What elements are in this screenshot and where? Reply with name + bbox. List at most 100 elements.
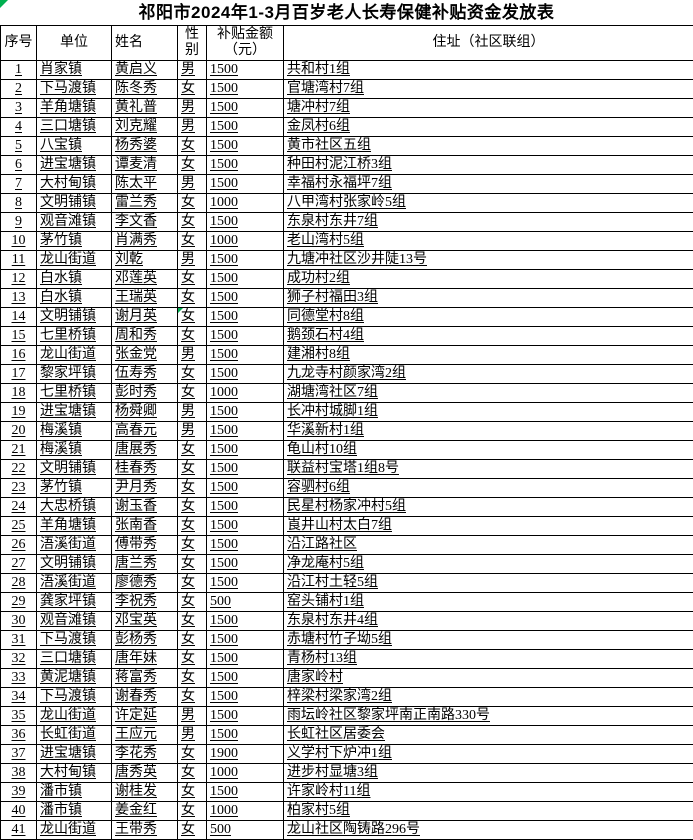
unit-cell[interactable]: 龙山街道 bbox=[37, 346, 112, 365]
name-cell[interactable]: 傅带秀 bbox=[112, 536, 178, 555]
amount-cell[interactable]: 1500 bbox=[207, 707, 284, 726]
index-cell[interactable]: 6 bbox=[1, 156, 37, 175]
unit-cell[interactable]: 进宝塘镇 bbox=[37, 156, 112, 175]
gender-cell[interactable]: 男 bbox=[178, 707, 207, 726]
gender-cell[interactable]: 女 bbox=[178, 213, 207, 232]
address-cell[interactable]: 建湘村8组 bbox=[284, 346, 693, 365]
unit-cell[interactable]: 文明铺镇 bbox=[37, 194, 112, 213]
unit-cell[interactable]: 文明铺镇 bbox=[37, 460, 112, 479]
unit-cell[interactable]: 浯溪街道 bbox=[37, 536, 112, 555]
amount-cell[interactable]: 1500 bbox=[207, 365, 284, 384]
gender-cell[interactable]: 女 bbox=[178, 783, 207, 802]
address-cell[interactable]: 龙山社区陶铸路296号 bbox=[284, 821, 693, 840]
index-cell[interactable]: 30 bbox=[1, 612, 37, 631]
amount-cell[interactable]: 1500 bbox=[207, 574, 284, 593]
amount-cell[interactable]: 1000 bbox=[207, 232, 284, 251]
name-cell[interactable]: 谢桂发 bbox=[112, 783, 178, 802]
name-cell[interactable]: 雷兰秀 bbox=[112, 194, 178, 213]
name-cell[interactable]: 尹月秀 bbox=[112, 479, 178, 498]
address-cell[interactable]: 共和村1组 bbox=[284, 61, 693, 80]
gender-cell[interactable]: 女 bbox=[178, 574, 207, 593]
address-cell[interactable]: 东泉村东井7组 bbox=[284, 213, 693, 232]
index-cell[interactable]: 18 bbox=[1, 384, 37, 403]
header-name[interactable]: 姓名 bbox=[112, 26, 178, 61]
index-cell[interactable]: 34 bbox=[1, 688, 37, 707]
header-gender[interactable]: 性别 bbox=[178, 26, 207, 61]
gender-cell[interactable]: 女 bbox=[178, 365, 207, 384]
gender-cell[interactable]: 女 bbox=[178, 441, 207, 460]
gender-cell[interactable]: 女 bbox=[178, 498, 207, 517]
name-cell[interactable]: 王瑞英 bbox=[112, 289, 178, 308]
gender-cell[interactable]: 女 bbox=[178, 612, 207, 631]
gender-cell[interactable]: 女 bbox=[178, 745, 207, 764]
index-cell[interactable]: 28 bbox=[1, 574, 37, 593]
gender-cell[interactable]: 女 bbox=[178, 631, 207, 650]
name-cell[interactable]: 张南香 bbox=[112, 517, 178, 536]
index-cell[interactable]: 13 bbox=[1, 289, 37, 308]
address-cell[interactable]: 唐家岭村 bbox=[284, 669, 693, 688]
address-cell[interactable]: 东泉村东井4组 bbox=[284, 612, 693, 631]
name-cell[interactable]: 伍寿秀 bbox=[112, 365, 178, 384]
amount-cell[interactable]: 1500 bbox=[207, 99, 284, 118]
unit-cell[interactable]: 进宝塘镇 bbox=[37, 403, 112, 422]
amount-cell[interactable]: 1500 bbox=[207, 327, 284, 346]
unit-cell[interactable]: 茅竹镇 bbox=[37, 232, 112, 251]
address-cell[interactable]: 长冲村城脚1组 bbox=[284, 403, 693, 422]
gender-cell[interactable]: 男 bbox=[178, 99, 207, 118]
gender-cell[interactable]: 女 bbox=[178, 802, 207, 821]
gender-cell[interactable]: 女 bbox=[178, 479, 207, 498]
index-cell[interactable]: 1 bbox=[1, 61, 37, 80]
address-cell[interactable]: 官塘湾村7组 bbox=[284, 80, 693, 99]
unit-cell[interactable]: 下马渡镇 bbox=[37, 631, 112, 650]
gender-cell[interactable]: 女 bbox=[178, 384, 207, 403]
name-cell[interactable]: 蒋富秀 bbox=[112, 669, 178, 688]
index-cell[interactable]: 21 bbox=[1, 441, 37, 460]
unit-cell[interactable]: 潘市镇 bbox=[37, 783, 112, 802]
address-cell[interactable]: 赤塘村竹子坳5组 bbox=[284, 631, 693, 650]
unit-cell[interactable]: 龚家坪镇 bbox=[37, 593, 112, 612]
amount-cell[interactable]: 1500 bbox=[207, 441, 284, 460]
gender-cell[interactable]: 女 bbox=[178, 308, 207, 327]
address-cell[interactable]: 同德堂村8组 bbox=[284, 308, 693, 327]
gender-cell[interactable]: 女 bbox=[178, 536, 207, 555]
address-cell[interactable]: 鹅颈石村4组 bbox=[284, 327, 693, 346]
amount-cell[interactable]: 1500 bbox=[207, 669, 284, 688]
index-cell[interactable]: 38 bbox=[1, 764, 37, 783]
name-cell[interactable]: 唐年妹 bbox=[112, 650, 178, 669]
gender-cell[interactable]: 女 bbox=[178, 194, 207, 213]
amount-cell[interactable]: 1500 bbox=[207, 555, 284, 574]
index-cell[interactable]: 15 bbox=[1, 327, 37, 346]
header-index[interactable]: 序号 bbox=[1, 26, 37, 61]
gender-cell[interactable]: 男 bbox=[178, 422, 207, 441]
index-cell[interactable]: 8 bbox=[1, 194, 37, 213]
index-cell[interactable]: 9 bbox=[1, 213, 37, 232]
unit-cell[interactable]: 羊角塘镇 bbox=[37, 99, 112, 118]
name-cell[interactable]: 陈冬秀 bbox=[112, 80, 178, 99]
unit-cell[interactable]: 文明铺镇 bbox=[37, 308, 112, 327]
index-cell[interactable]: 4 bbox=[1, 118, 37, 137]
address-cell[interactable]: 种田村泥江桥3组 bbox=[284, 156, 693, 175]
unit-cell[interactable]: 梅溪镇 bbox=[37, 422, 112, 441]
amount-cell[interactable]: 1500 bbox=[207, 289, 284, 308]
amount-cell[interactable]: 1500 bbox=[207, 213, 284, 232]
index-cell[interactable]: 40 bbox=[1, 802, 37, 821]
unit-cell[interactable]: 肖家镇 bbox=[37, 61, 112, 80]
name-cell[interactable]: 谢春秀 bbox=[112, 688, 178, 707]
amount-cell[interactable]: 1900 bbox=[207, 745, 284, 764]
index-cell[interactable]: 20 bbox=[1, 422, 37, 441]
unit-cell[interactable]: 龙山街道 bbox=[37, 707, 112, 726]
amount-cell[interactable]: 1500 bbox=[207, 688, 284, 707]
name-cell[interactable]: 姜金红 bbox=[112, 802, 178, 821]
gender-cell[interactable]: 女 bbox=[178, 517, 207, 536]
unit-cell[interactable]: 茅竹镇 bbox=[37, 479, 112, 498]
unit-cell[interactable]: 浯溪街道 bbox=[37, 574, 112, 593]
name-cell[interactable]: 周和秀 bbox=[112, 327, 178, 346]
name-cell[interactable]: 高春元 bbox=[112, 422, 178, 441]
index-cell[interactable]: 41 bbox=[1, 821, 37, 840]
index-cell[interactable]: 37 bbox=[1, 745, 37, 764]
index-cell[interactable]: 11 bbox=[1, 251, 37, 270]
address-cell[interactable]: 幸福村永福坪7组 bbox=[284, 175, 693, 194]
index-cell[interactable]: 35 bbox=[1, 707, 37, 726]
unit-cell[interactable]: 黄泥塘镇 bbox=[37, 669, 112, 688]
name-cell[interactable]: 王应元 bbox=[112, 726, 178, 745]
